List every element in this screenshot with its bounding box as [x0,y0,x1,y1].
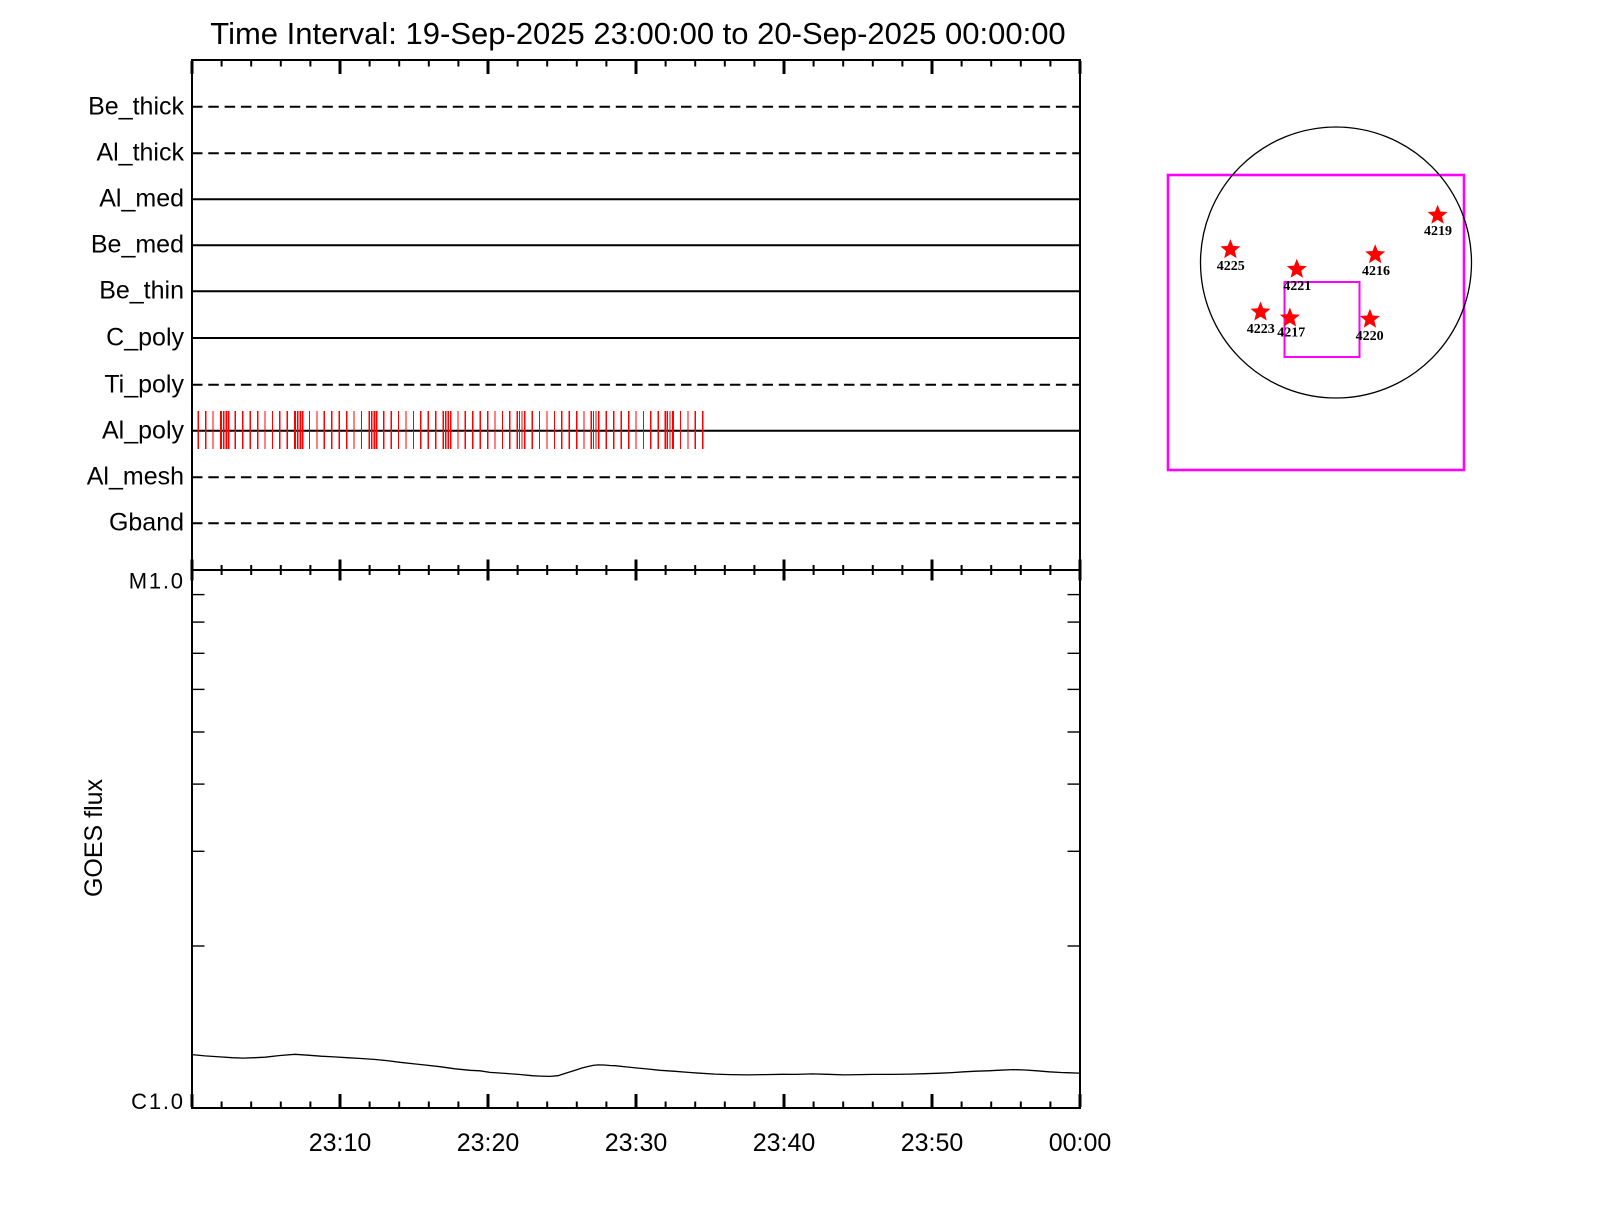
svg-text:23:20: 23:20 [457,1129,520,1157]
svg-text:23:40: 23:40 [753,1129,816,1157]
svg-text:00:00: 00:00 [1049,1129,1112,1157]
svg-text:Al_med: Al_med [99,185,184,213]
svg-text:GOES flux: GOES flux [80,778,108,897]
svg-text:Time Interval: 19-Sep-2025 23:: Time Interval: 19-Sep-2025 23:00:00 to 2… [210,16,1065,51]
svg-text:Be_med: Be_med [91,231,184,259]
svg-text:Al_poly: Al_poly [102,416,184,444]
svg-text:4216: 4216 [1362,264,1390,279]
svg-text:4223: 4223 [1247,322,1275,337]
svg-text:M1.0: M1.0 [129,569,185,594]
svg-text:Al_thick: Al_thick [96,139,184,167]
svg-text:4225: 4225 [1217,259,1245,274]
svg-text:4217: 4217 [1277,325,1305,340]
svg-text:C1.0: C1.0 [131,1089,185,1114]
svg-text:Ti_poly: Ti_poly [104,370,184,398]
svg-text:C_poly: C_poly [106,324,184,352]
svg-text:4220: 4220 [1356,329,1384,344]
svg-text:Gband: Gband [109,509,184,537]
svg-text:Al_mesh: Al_mesh [87,463,184,491]
svg-text:4219: 4219 [1424,224,1452,239]
svg-text:4221: 4221 [1283,279,1311,294]
svg-text:23:10: 23:10 [309,1129,372,1157]
svg-text:Be_thin: Be_thin [99,277,184,305]
svg-text:23:30: 23:30 [605,1129,668,1157]
svg-text:23:50: 23:50 [901,1129,964,1157]
svg-text:Be_thick: Be_thick [88,92,184,120]
